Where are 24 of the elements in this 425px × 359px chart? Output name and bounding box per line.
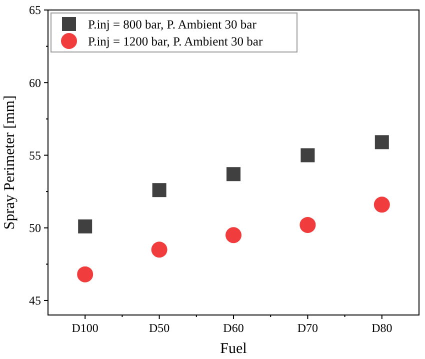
x-tick-label: D60 [223, 321, 244, 335]
point [77, 266, 94, 282]
point [226, 227, 242, 244]
point [226, 167, 240, 182]
x-tick-label: D70 [297, 321, 318, 335]
point [151, 242, 168, 258]
point [374, 135, 389, 150]
x-tick-label: D100 [72, 321, 98, 335]
y-tick-label: 65 [29, 3, 41, 18]
legend-label: P.inj = 800 bar, P. Ambient 30 bar [88, 17, 258, 32]
point [78, 219, 92, 234]
x-tick-label: D50 [148, 321, 170, 335]
point [152, 183, 166, 198]
y-tick-label: 45 [29, 294, 41, 308]
legend-label: P.inj = 1200 bar, P. Ambient 30 bar [88, 34, 264, 48]
point [300, 148, 315, 162]
point [374, 196, 390, 213]
point [300, 216, 316, 233]
y-tick-label: 55 [29, 148, 41, 162]
y-tick-label: 60 [29, 76, 41, 90]
y-axis-title: Spray Perimeter [mm] [2, 95, 18, 230]
y-tick-label: 50 [29, 221, 41, 236]
x-axis-title: Fuel [220, 341, 247, 357]
x-tick-label: D80 [372, 321, 392, 335]
